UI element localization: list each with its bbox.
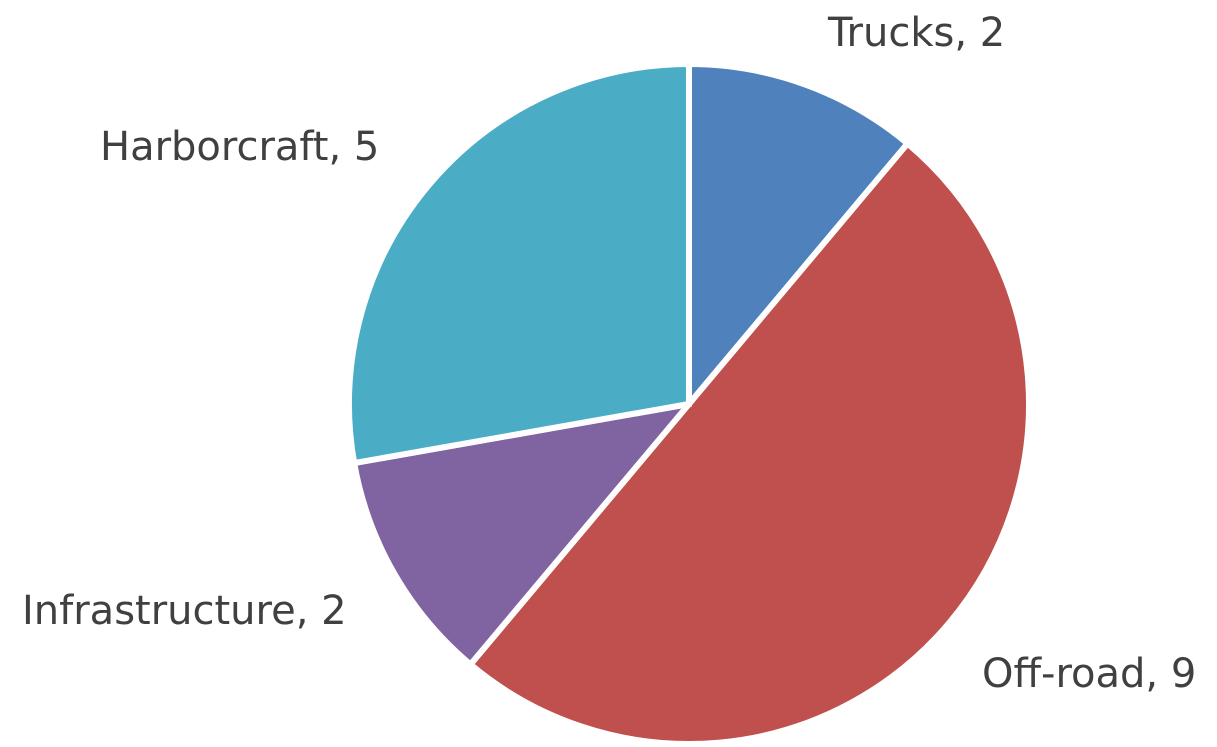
- pie-data-labels: Trucks, 2 Off-road, 9 Infrastructure, 2 …: [22, 10, 1196, 697]
- pie-slices: [346, 60, 1032, 747]
- data-label-infrastructure: Infrastructure, 2: [22, 588, 347, 634]
- pie-slice-trucks: [686, 60, 912, 413]
- data-label-trucks: Trucks, 2: [827, 10, 1005, 56]
- pie-slice-harborcraft: [346, 60, 692, 467]
- data-label-off-road: Off-road, 9: [982, 651, 1196, 697]
- pie-slice-off-road: [466, 139, 1032, 747]
- data-label-harborcraft: Harborcraft, 5: [100, 124, 379, 170]
- pie-slice-infrastructure: [350, 399, 697, 669]
